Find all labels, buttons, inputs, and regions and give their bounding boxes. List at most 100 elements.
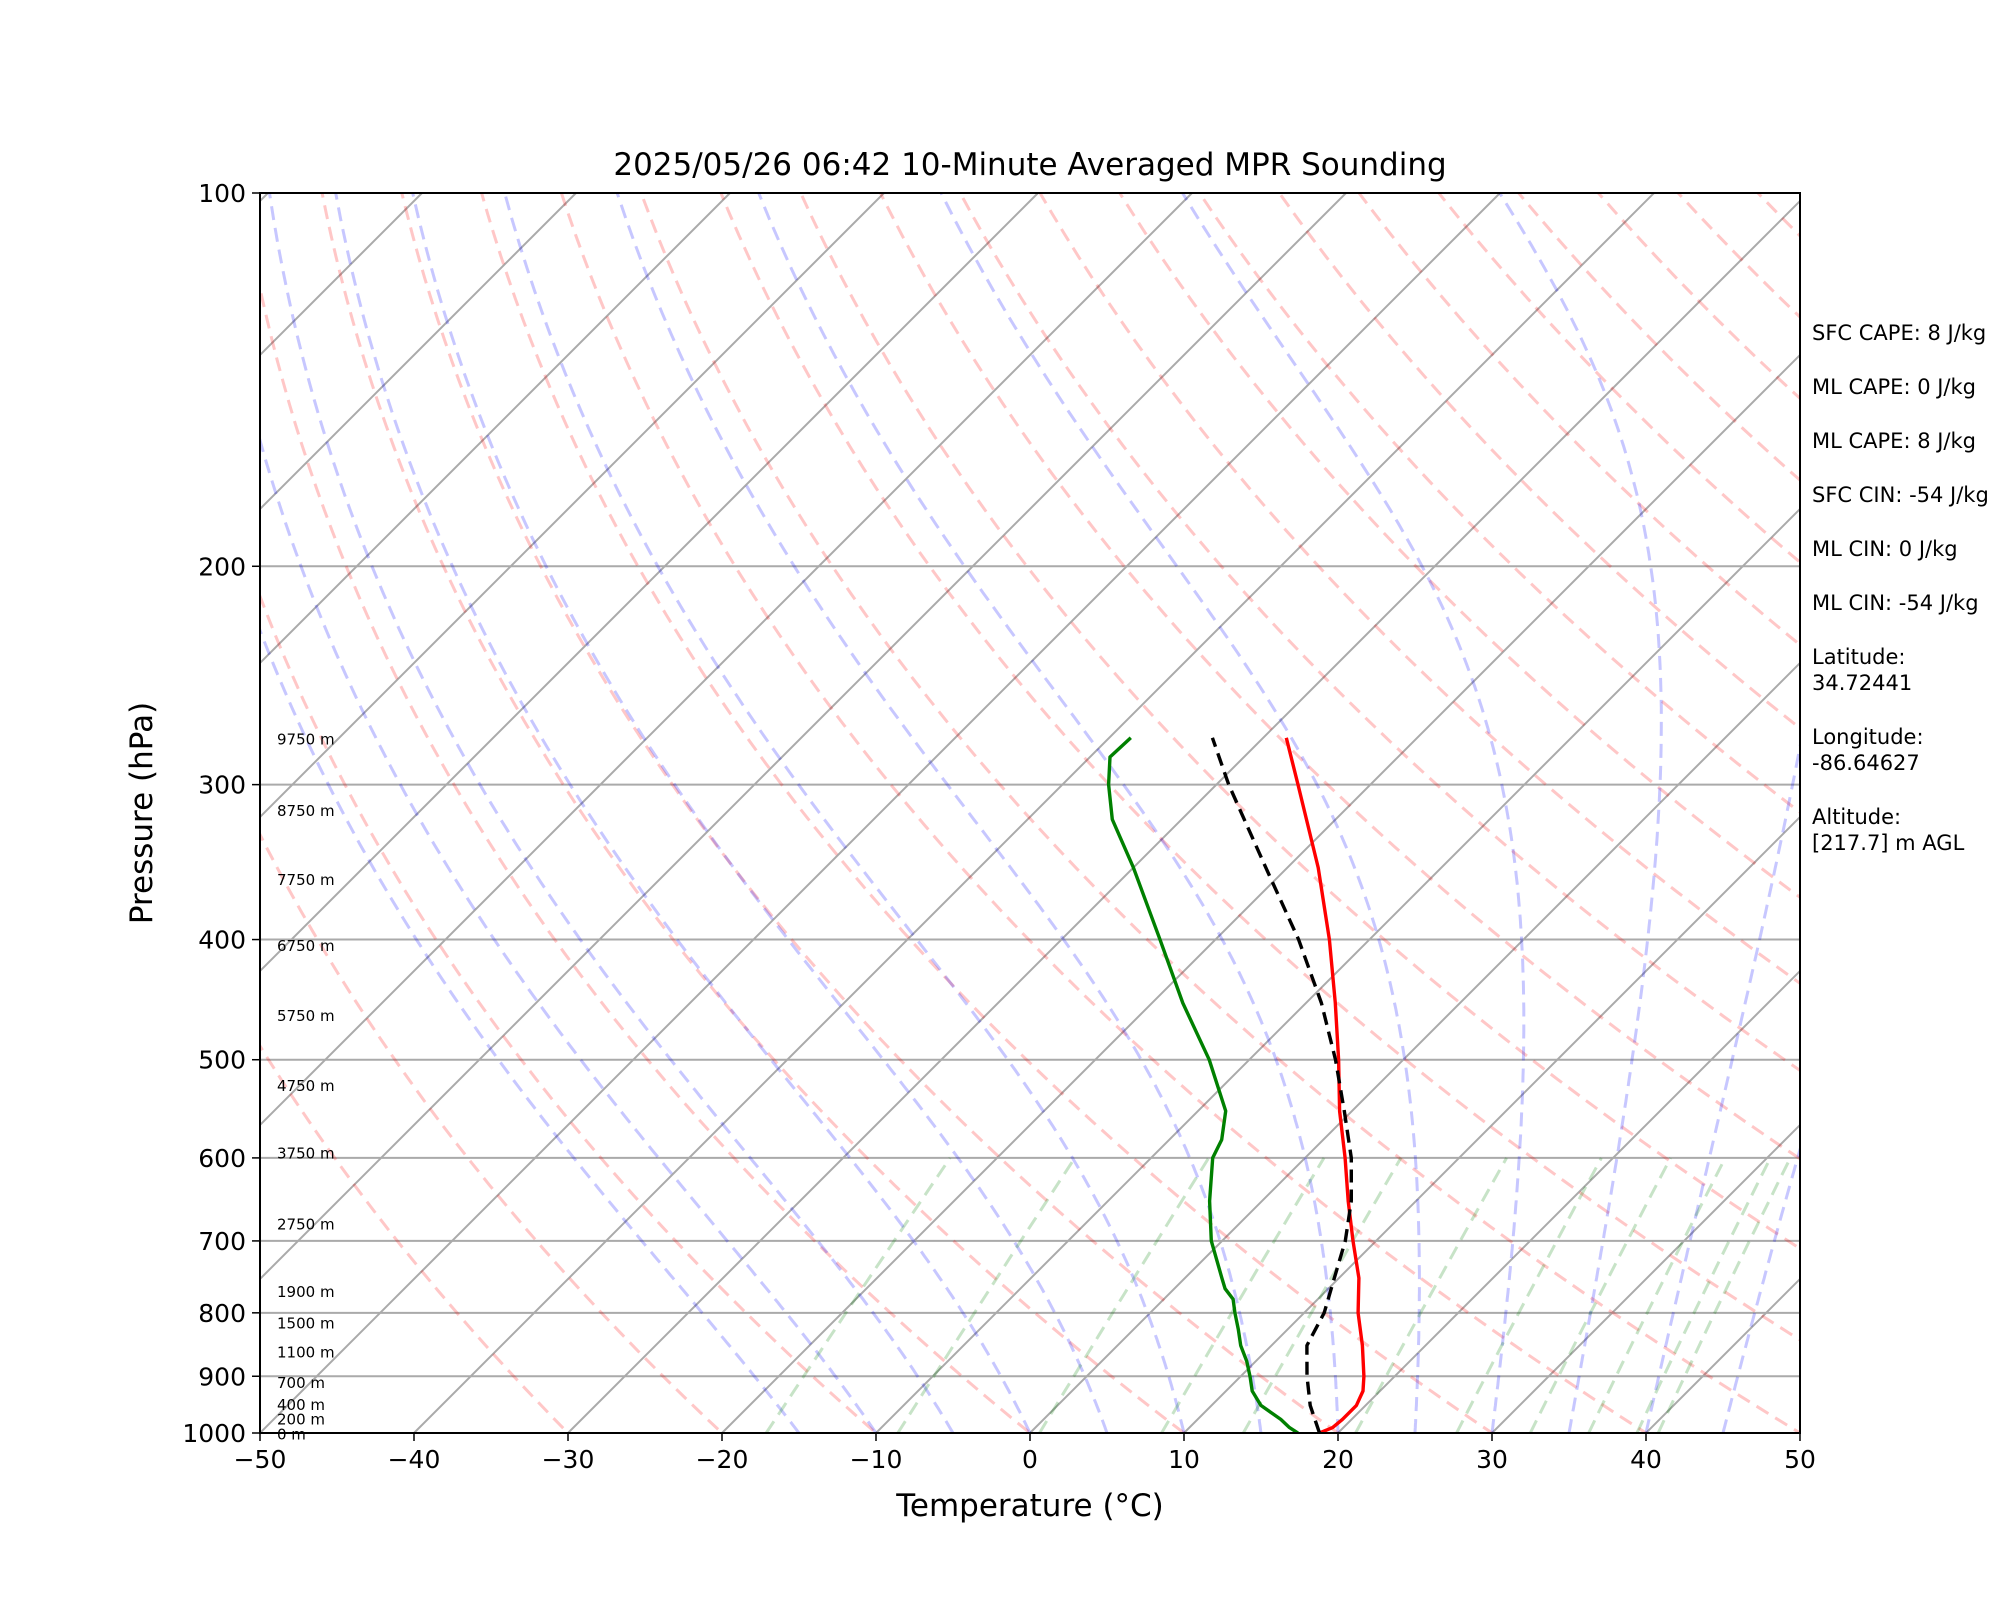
isotherm--60 xyxy=(260,193,1347,1281)
mixing-ratio-line xyxy=(1455,1157,1603,1433)
moist-adiabat xyxy=(411,193,1109,1433)
height-label: 8750 m xyxy=(277,802,335,820)
isotherm-20 xyxy=(1337,969,1800,1433)
mixing-ratio-line xyxy=(1354,1157,1508,1433)
dry-adiabat xyxy=(260,280,1033,1433)
isotherm--110 xyxy=(260,193,577,511)
mixing-ratio-line xyxy=(1635,1157,1772,1433)
isotherm--20 xyxy=(721,353,1800,1433)
height-label: 200 m xyxy=(277,1410,325,1428)
isotherm--80 xyxy=(260,193,1039,973)
mixing-ratio-lines xyxy=(764,1157,1792,1433)
y-axis-label: Pressure (hPa) xyxy=(124,702,160,924)
x-tick-label: −20 xyxy=(696,1445,749,1474)
x-tick-label: 0 xyxy=(1022,1445,1038,1474)
height-labels: 9750 m 8750 m 7750 m 6750 m 5750 m 4750 m 3750… xyxy=(277,731,335,1444)
y-tick-label: 300 xyxy=(198,771,246,800)
height-label: 7750 m xyxy=(277,871,335,889)
height-label: 1900 m xyxy=(277,1283,335,1301)
x-tick-label: 20 xyxy=(1322,1445,1354,1474)
dry-adiabat xyxy=(260,831,725,1433)
y-tick-label: 400 xyxy=(198,926,246,955)
height-label: 0 m xyxy=(277,1426,306,1444)
isotherm--90 xyxy=(260,193,885,819)
isotherm--70 xyxy=(260,193,1193,1127)
x-tick-label: −40 xyxy=(388,1445,441,1474)
x-tick-label: 40 xyxy=(1630,1445,1662,1474)
dry-adiabat xyxy=(400,193,1341,1433)
height-label: 5750 m xyxy=(277,1007,335,1025)
mixing-ratio-line xyxy=(896,1157,1077,1433)
height-label: 1500 m xyxy=(277,1314,335,1332)
height-label: 2750 m xyxy=(277,1216,335,1234)
y-tick-label: 900 xyxy=(198,1362,246,1391)
isotherm-0 xyxy=(1029,661,1800,1433)
moist-adiabat xyxy=(1181,193,1526,1433)
y-axis-ticks: 100 200 300 400 500 600 700 800 900 1000 xyxy=(182,179,260,1448)
stat-value: 34.72441 xyxy=(1812,671,1912,695)
stat-label: ML CIN: -54 J/kg xyxy=(1812,591,1979,615)
stat-label: SFC CAPE: 8 J/kg xyxy=(1812,321,1986,345)
plot-frame xyxy=(259,192,1801,1434)
dry-adiabat xyxy=(1437,193,1800,565)
dry-adiabat xyxy=(1278,193,1800,731)
dry-adiabat xyxy=(1118,193,1800,900)
isotherm-10 xyxy=(1183,815,1800,1433)
sounding-series-line xyxy=(1284,737,1366,1433)
sounding-series xyxy=(1106,736,1366,1433)
moist-adiabat xyxy=(757,193,1340,1433)
moist-adiabat xyxy=(503,193,1186,1433)
moist-adiabat xyxy=(334,193,1032,1433)
moist-adiabat xyxy=(1721,1144,1800,1433)
x-axis-label: Temperature (°C) xyxy=(895,1488,1164,1524)
x-tick-label: 30 xyxy=(1476,1445,1508,1474)
sounding-series-line xyxy=(1210,737,1353,1433)
dry-adiabat xyxy=(1038,193,1800,986)
y-tick-label: 1000 xyxy=(182,1419,246,1448)
moist-adiabats xyxy=(260,193,1800,1433)
stat-label: Altitude: xyxy=(1812,805,1901,829)
mixing-ratio-line xyxy=(1656,1157,1792,1433)
y-tick-label: 800 xyxy=(198,1299,246,1328)
plot-area xyxy=(260,193,1800,1433)
stat-label: ML CAPE: 0 J/kg xyxy=(1812,375,1976,399)
x-axis-ticks: −50 −40 −30 −20 −10 0 10 20 30 40 50 xyxy=(234,1433,1816,1474)
dry-adiabat xyxy=(260,592,879,1433)
y-tick-label: 500 xyxy=(198,1046,246,1075)
isotherm-30 xyxy=(1491,1123,1800,1433)
moist-adiabat xyxy=(615,193,1263,1433)
y-tick-label: 700 xyxy=(198,1227,246,1256)
skewed-isotherms xyxy=(260,193,1800,1433)
stat-label: Latitude: xyxy=(1812,645,1906,669)
dry-adiabat xyxy=(958,193,1800,1073)
dry-adiabat xyxy=(559,193,1649,1433)
moist-adiabat xyxy=(1644,739,1800,1433)
moist-adiabat xyxy=(260,626,801,1433)
isotherm--50 xyxy=(260,193,1501,1433)
moist-adiabat xyxy=(260,434,878,1433)
mixing-ratio-line xyxy=(764,1157,952,1433)
y-tick-label: 200 xyxy=(198,552,246,581)
height-label: 9750 m xyxy=(277,731,335,749)
mixing-ratio-line xyxy=(1038,1157,1210,1433)
chart-title: 2025/05/26 06:42 10-Minute Averaged MPR … xyxy=(613,147,1446,183)
dry-adiabat xyxy=(639,193,1800,1433)
mixing-ratio-line xyxy=(1528,1157,1672,1433)
stat-value: -86.64627 xyxy=(1812,751,1920,775)
height-label: 3750 m xyxy=(277,1144,335,1162)
height-label: 700 m xyxy=(277,1374,325,1392)
dry-adiabat xyxy=(879,193,1800,1161)
y-tick-label: 100 xyxy=(198,179,246,208)
sounding-series-line xyxy=(1106,736,1299,1433)
dry-adiabats xyxy=(260,193,1800,1433)
isotherm--40 xyxy=(413,193,1655,1433)
mixing-ratio-line xyxy=(1241,1157,1403,1433)
x-tick-label: −30 xyxy=(542,1445,595,1474)
stat-value: [217.7] m AGL xyxy=(1812,831,1965,855)
moist-adiabat xyxy=(939,193,1421,1433)
height-label: 400 m xyxy=(277,1396,325,1414)
isotherm--10 xyxy=(875,507,1800,1433)
stat-label: ML CIN: 0 J/kg xyxy=(1812,537,1958,561)
isotherm--100 xyxy=(260,193,731,665)
